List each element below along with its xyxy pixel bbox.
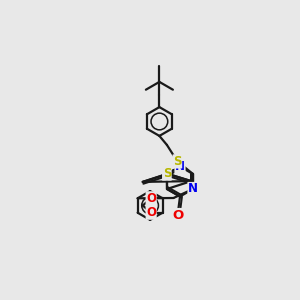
Text: O: O bbox=[172, 208, 183, 222]
Text: N: N bbox=[175, 160, 185, 173]
Text: O: O bbox=[146, 206, 156, 219]
Text: S: S bbox=[163, 167, 171, 180]
Text: S: S bbox=[173, 155, 182, 168]
Text: O: O bbox=[146, 192, 156, 205]
Text: N: N bbox=[188, 182, 198, 196]
